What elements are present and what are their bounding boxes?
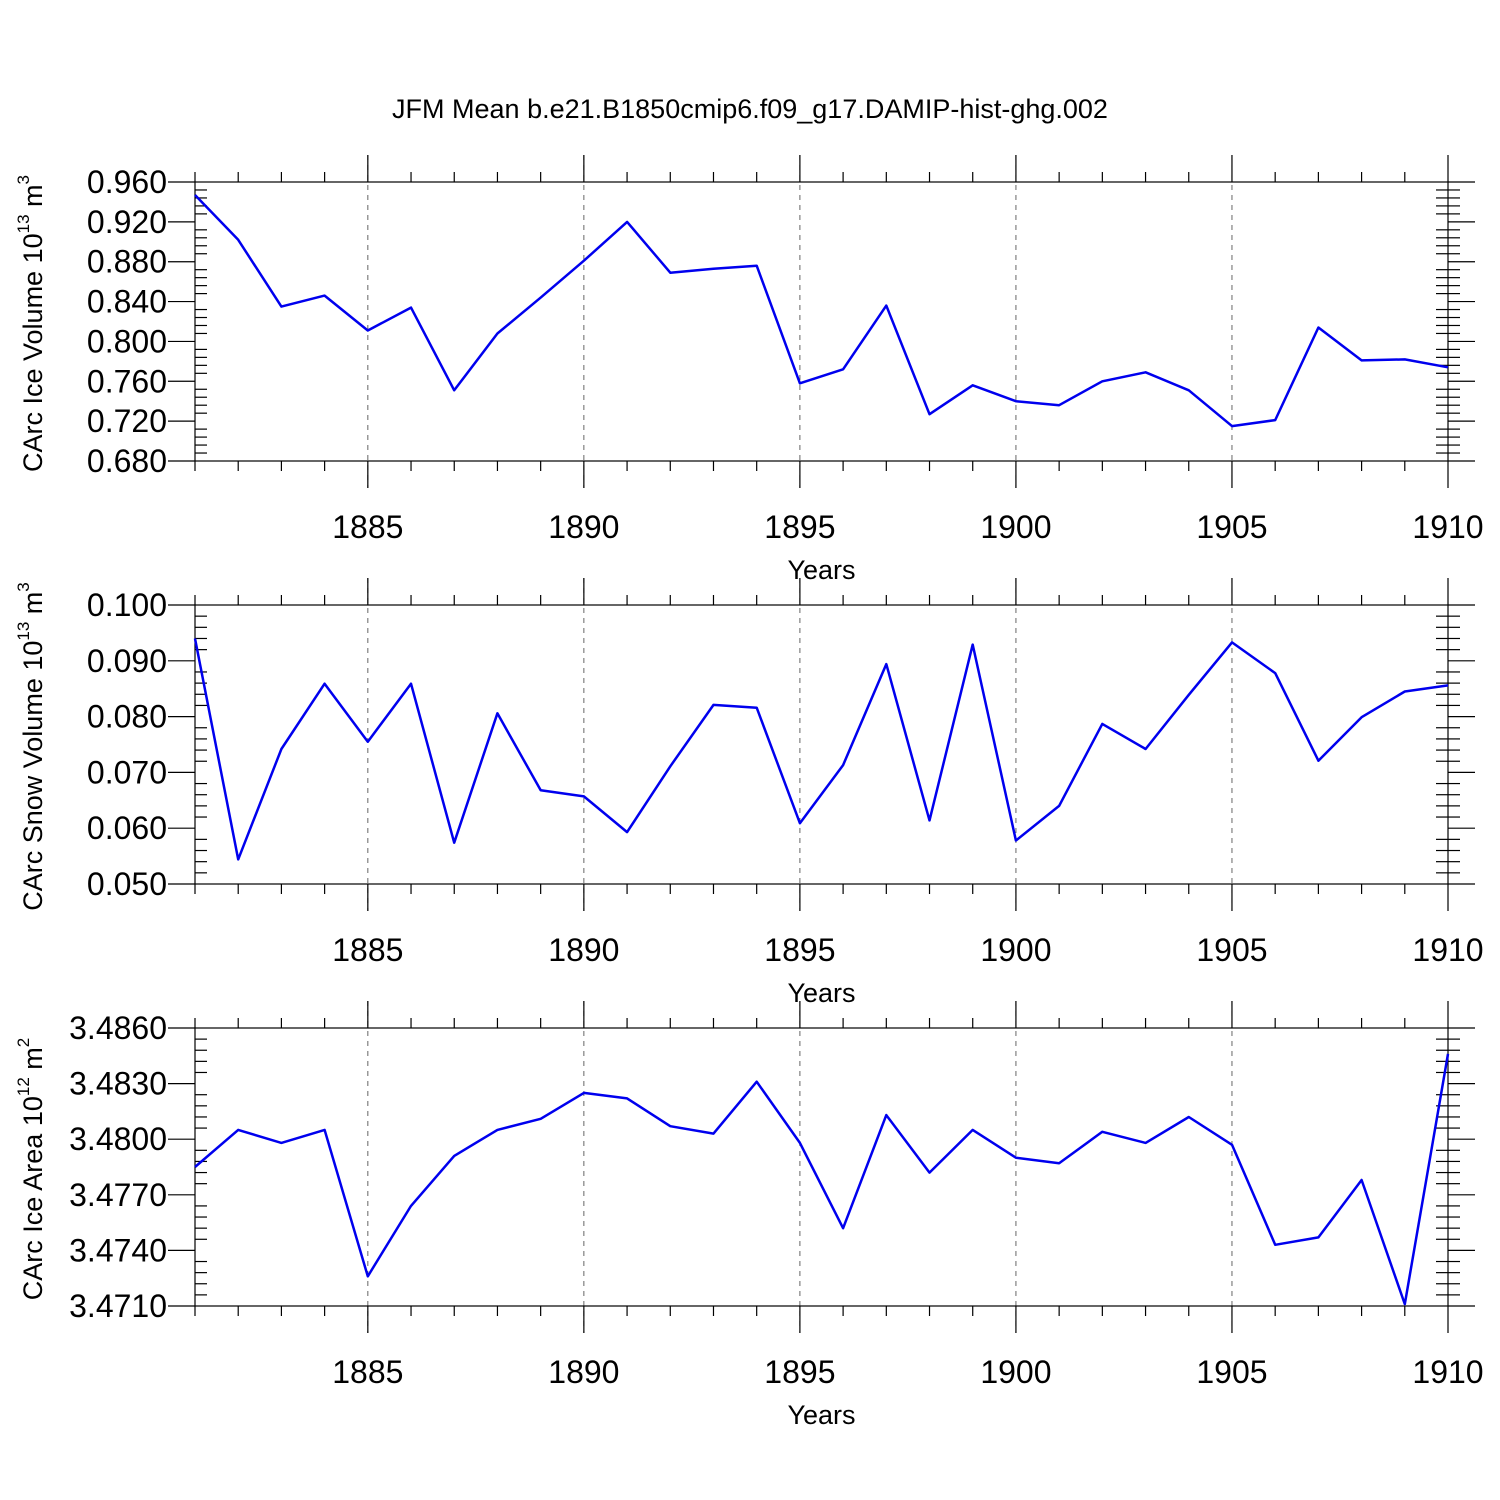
x-tick-label: 1895 [764, 932, 835, 968]
y-axis-label-unit: m [18, 1047, 48, 1077]
x-tick-label: 1900 [980, 932, 1051, 968]
y-axis-label-text: CArc Ice Volume 10 [18, 233, 48, 472]
y-axis-label-unit-exponent: 2 [14, 1038, 33, 1047]
y-tick-label: 0.680 [87, 443, 167, 479]
x-tick-label: 1905 [1196, 932, 1267, 968]
series-line [194, 1053, 1450, 1306]
x-tick-label: 1885 [332, 1354, 403, 1390]
y-tick-label: 3.4830 [69, 1066, 167, 1102]
x-tick-label: 1890 [548, 1354, 619, 1390]
y-tick-label: 0.070 [87, 754, 167, 790]
x-axis-label: Years [787, 1400, 855, 1430]
y-tick-label: 3.4740 [69, 1232, 167, 1268]
y-axis-label-exponent: 13 [14, 214, 33, 233]
x-tick-label: 1900 [980, 509, 1051, 545]
y-tick-label: 3.4770 [69, 1177, 167, 1213]
y-axis-label-text: CArc Ice Area 10 [18, 1096, 48, 1300]
x-tick-label: 1895 [764, 509, 835, 545]
x-tick-label: 1895 [764, 1354, 835, 1390]
plot-frame [194, 181, 1449, 462]
y-axis-label-unit: m [18, 184, 48, 214]
y-tick-label: 0.080 [87, 699, 167, 735]
y-tick-label: 0.800 [87, 323, 167, 359]
y-tick-label: 0.840 [87, 284, 167, 320]
y-axis-label-text: CArc Snow Volume 10 [18, 641, 48, 911]
y-axis-label-exponent: 13 [14, 622, 33, 641]
x-tick-label: 1910 [1412, 509, 1483, 545]
chart-title: JFM Mean b.e21.B1850cmip6.f09_g17.DAMIP-… [392, 94, 1108, 124]
y-tick-label: 0.760 [87, 363, 167, 399]
y-axis-label-exponent: 12 [14, 1077, 33, 1096]
y-axis-label-unit-exponent: 3 [14, 175, 33, 184]
y-axis-label: CArc Snow Volume 1013 m3 [14, 582, 48, 911]
panel-snow-volume: 0.050 0.060 0.070 0.080 0.090 0.100 1885 1890 18… [14, 578, 1484, 1008]
y-tick-label: 0.100 [87, 587, 167, 623]
series-line [193, 638, 1449, 861]
x-tick-label: 1885 [332, 509, 403, 545]
y-tick-label: 0.960 [87, 164, 167, 200]
x-tick-label: 1905 [1196, 1354, 1267, 1390]
y-tick-label: 3.4800 [69, 1121, 167, 1157]
y-tick-label: 0.880 [87, 244, 167, 280]
y-tick-label: 3.4860 [69, 1010, 167, 1046]
y-axis-label: CArc Ice Volume 1013 m3 [14, 175, 48, 472]
x-tick-label: 1890 [548, 932, 619, 968]
y-axis-label: CArc Ice Area 1012 m2 [14, 1038, 48, 1301]
plot-frame [194, 604, 1449, 885]
x-tick-label: 1910 [1412, 932, 1483, 968]
y-tick-label: 0.920 [87, 204, 167, 240]
y-tick-label: 0.090 [87, 643, 167, 679]
series-line [194, 194, 1449, 428]
x-axis-label: Years [787, 978, 855, 1008]
plot-frame [194, 1027, 1449, 1307]
x-tick-label: 1890 [548, 509, 619, 545]
x-axis-label: Years [787, 555, 855, 585]
x-tick-label: 1885 [332, 932, 403, 968]
y-tick-label: 0.720 [87, 403, 167, 439]
x-tick-label: 1905 [1196, 509, 1267, 545]
x-tick-label: 1910 [1412, 1354, 1483, 1390]
x-tick-label: 1900 [980, 1354, 1051, 1390]
y-axis-label-unit: m [18, 592, 48, 622]
panel-ice-area: 3.4710 3.4740 3.4770 3.4800 3.4830 3.4860 1885… [14, 1001, 1484, 1430]
y-tick-label: 3.4710 [69, 1288, 167, 1324]
y-tick-label: 0.060 [87, 810, 167, 846]
y-tick-label: 0.050 [87, 866, 167, 902]
y-axis-label-unit-exponent: 3 [14, 582, 33, 591]
